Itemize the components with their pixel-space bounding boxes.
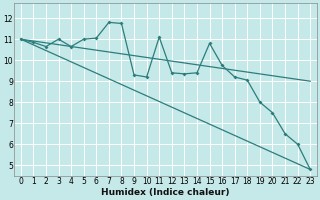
X-axis label: Humidex (Indice chaleur): Humidex (Indice chaleur) bbox=[101, 188, 230, 197]
